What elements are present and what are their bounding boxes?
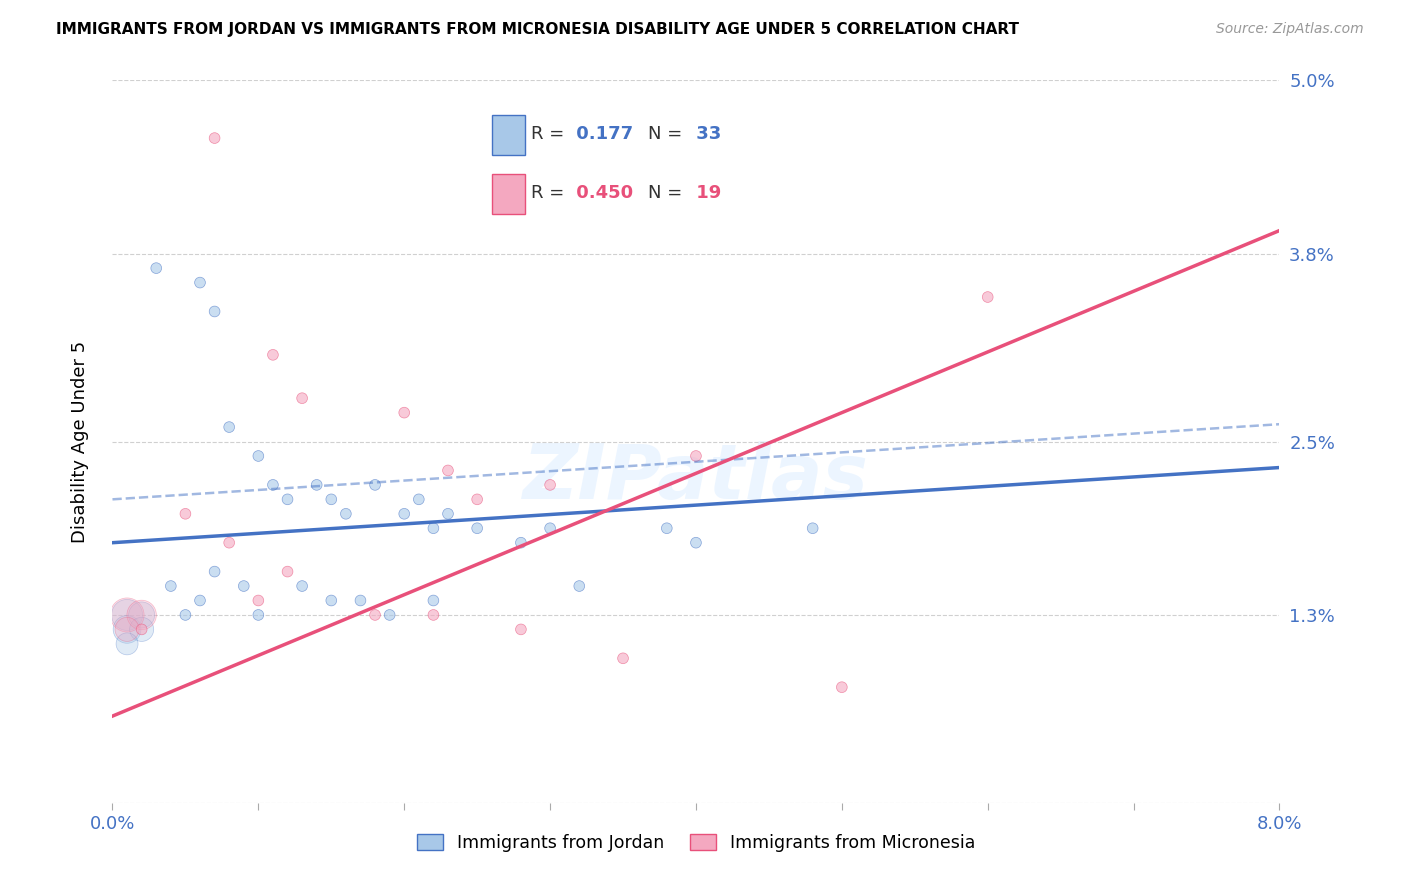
Point [437,463,460,477]
Point [188,593,211,607]
Point [335,507,357,521]
Point [204,131,226,145]
Point [131,607,153,622]
Point [276,492,298,507]
Text: Source: ZipAtlas.com: Source: ZipAtlas.com [1216,22,1364,37]
Point [364,478,387,492]
Point [364,607,387,622]
Point [262,348,284,362]
Point [115,607,138,622]
Point [115,637,138,651]
Point [422,521,444,535]
Point [218,420,240,434]
Point [831,680,853,694]
Point [188,276,211,290]
Point [115,623,138,637]
Point [291,391,314,405]
Point [349,593,371,607]
Point [204,304,226,318]
Point [247,593,270,607]
Point [394,507,416,521]
Point [247,449,270,463]
Point [174,607,197,622]
Point [160,579,183,593]
Point [131,607,153,622]
Point [115,623,138,637]
Point [685,449,707,463]
Y-axis label: Disability Age Under 5: Disability Age Under 5 [70,341,89,542]
Point [305,478,328,492]
Point [321,593,343,607]
Point [131,623,153,637]
Text: IMMIGRANTS FROM JORDAN VS IMMIGRANTS FROM MICRONESIA DISABILITY AGE UNDER 5 CORR: IMMIGRANTS FROM JORDAN VS IMMIGRANTS FRO… [56,22,1019,37]
Point [509,623,531,637]
Point [394,406,416,420]
Point [131,623,153,637]
Point [538,478,561,492]
Point [204,565,226,579]
Point [115,607,138,622]
Point [145,261,167,276]
Text: ZIPatlas: ZIPatlas [523,441,869,515]
Point [465,492,488,507]
Point [655,521,678,535]
Point [174,507,197,521]
Point [465,521,488,535]
Point [232,579,254,593]
Point [568,579,591,593]
Point [378,607,401,622]
Point [538,521,561,535]
Point [291,579,314,593]
Point [218,535,240,549]
Point [422,607,444,622]
Point [685,535,707,549]
Point [422,593,444,607]
Point [247,607,270,622]
Point [437,507,460,521]
Point [976,290,998,304]
Point [408,492,430,507]
Point [321,492,343,507]
Point [612,651,634,665]
Point [276,565,298,579]
Point [509,535,531,549]
Legend: Immigrants from Jordan, Immigrants from Micronesia: Immigrants from Jordan, Immigrants from … [409,827,983,859]
Point [801,521,824,535]
Point [262,478,284,492]
